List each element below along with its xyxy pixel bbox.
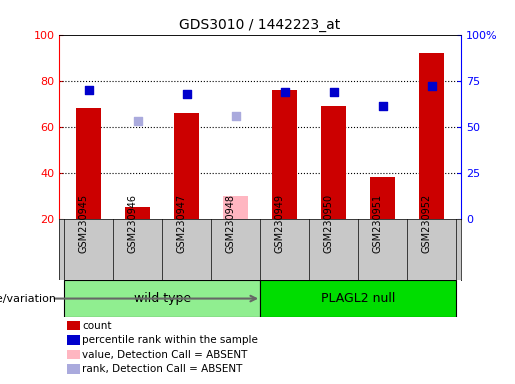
- Text: GSM230948: GSM230948: [226, 194, 235, 253]
- Text: GSM230950: GSM230950: [323, 194, 334, 253]
- Title: GDS3010 / 1442223_at: GDS3010 / 1442223_at: [179, 18, 341, 32]
- Text: GSM230946: GSM230946: [128, 194, 138, 253]
- Text: value, Detection Call = ABSENT: value, Detection Call = ABSENT: [82, 350, 248, 360]
- Bar: [370, 177, 395, 219]
- Point: [133, 118, 142, 124]
- Text: genotype/variation: genotype/variation: [0, 293, 57, 304]
- Text: count: count: [82, 321, 112, 331]
- Bar: [175, 113, 199, 219]
- Bar: [224, 196, 248, 219]
- Text: wild type: wild type: [133, 292, 191, 305]
- Bar: [321, 106, 346, 219]
- Point: [281, 89, 289, 95]
- Text: GSM230945: GSM230945: [79, 194, 89, 253]
- Point: [427, 83, 436, 89]
- Point: [231, 113, 239, 119]
- Bar: [260, 280, 456, 317]
- Point: [84, 87, 93, 93]
- Text: GSM230947: GSM230947: [177, 194, 186, 253]
- Bar: [76, 108, 101, 219]
- Text: GSM230951: GSM230951: [372, 194, 383, 253]
- Bar: [419, 53, 444, 219]
- Bar: [272, 90, 297, 219]
- Text: rank, Detection Call = ABSENT: rank, Detection Call = ABSENT: [82, 364, 243, 374]
- Text: GSM230949: GSM230949: [274, 194, 285, 253]
- Bar: [125, 207, 150, 219]
- Bar: [64, 280, 260, 317]
- Text: percentile rank within the sample: percentile rank within the sample: [82, 335, 259, 345]
- Text: GSM230952: GSM230952: [422, 194, 432, 253]
- Point: [182, 91, 191, 97]
- Point: [330, 89, 338, 95]
- Text: PLAGL2 null: PLAGL2 null: [321, 292, 395, 305]
- Point: [379, 103, 387, 109]
